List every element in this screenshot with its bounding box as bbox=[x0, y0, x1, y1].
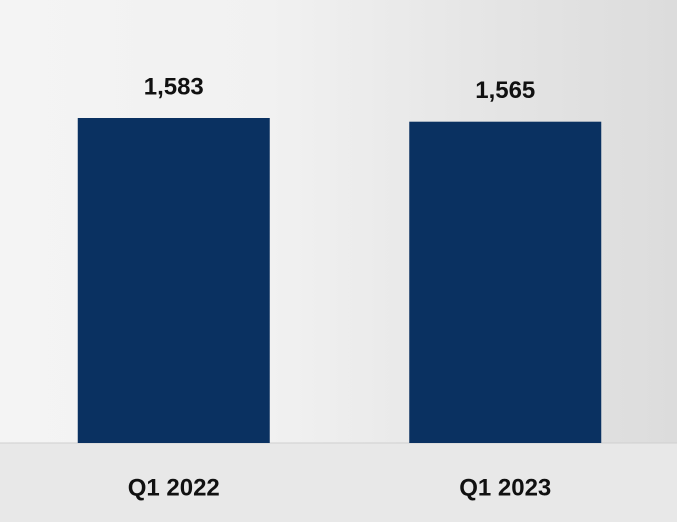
bar bbox=[77, 118, 270, 443]
value-label: 1,565 bbox=[475, 77, 535, 104]
category-band bbox=[0, 443, 677, 522]
x-tick-label: Q1 2022 bbox=[128, 474, 220, 501]
bar bbox=[409, 121, 602, 443]
x-tick-label: Q1 2023 bbox=[459, 474, 551, 501]
value-label: 1,583 bbox=[144, 73, 204, 100]
